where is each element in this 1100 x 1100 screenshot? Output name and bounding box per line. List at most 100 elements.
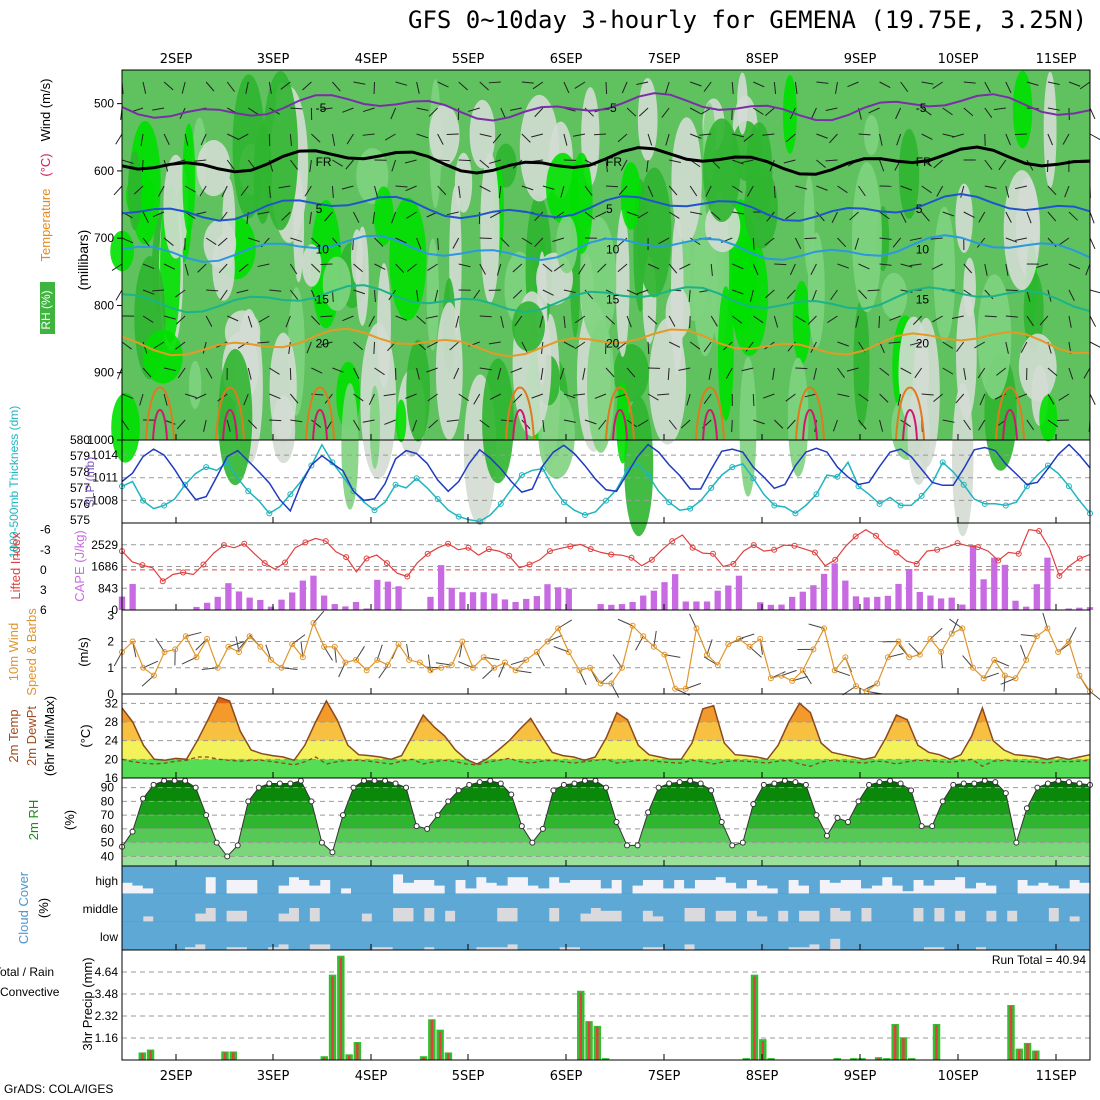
wind-barb	[331, 185, 334, 199]
precip-convective-bar	[149, 1050, 152, 1060]
temp-axis-label-a: 2m Temp	[6, 709, 21, 762]
wind-barb	[690, 211, 703, 215]
cloud-bar	[736, 894, 748, 922]
thickness-point	[939, 459, 946, 466]
wind-barb	[598, 419, 607, 430]
day-label-bottom: 9SEP	[844, 1069, 877, 1084]
rh-point	[1023, 805, 1030, 812]
wind-barb	[895, 107, 902, 120]
rh-point	[823, 832, 830, 839]
wind-speed-point	[874, 680, 881, 687]
wind-barb	[206, 289, 219, 292]
cloud-bar	[881, 894, 893, 922]
cloud-bar	[122, 866, 133, 883]
rh-2m-axis-label: 2m RH	[26, 800, 41, 840]
precip-convective-bar	[1034, 1051, 1038, 1060]
rh-point	[1002, 790, 1009, 797]
rh-point	[666, 780, 673, 787]
isotherm-loop	[215, 386, 245, 441]
isotherm-loop-inner	[1002, 409, 1018, 441]
cloud-bar	[236, 894, 248, 911]
cape-bar	[352, 602, 360, 610]
cape-bar	[991, 557, 998, 610]
wind-barb	[289, 159, 299, 170]
wind-barb	[668, 211, 680, 219]
wind-barb	[617, 263, 628, 273]
cloud-bar	[569, 922, 581, 948]
rh-patch	[512, 301, 546, 352]
wind-barb	[976, 237, 986, 248]
wind-barb	[238, 263, 249, 273]
isotherm-label: 10	[916, 242, 930, 256]
wind-barb	[455, 315, 460, 328]
wind-barb	[626, 107, 637, 117]
cloud-bar	[913, 866, 924, 880]
cloud-bar	[611, 894, 623, 911]
wind-barb	[647, 185, 654, 198]
rh-patch	[881, 272, 908, 320]
wind-axis-label-a: 10m Wind	[6, 623, 21, 682]
precip-convective-bar	[596, 1026, 599, 1060]
wind-speed-point	[427, 667, 434, 674]
cloud-bar	[486, 922, 498, 948]
cloud-bar	[673, 866, 685, 880]
wind-speed-point	[544, 638, 551, 645]
rh-patch	[782, 74, 797, 154]
cape-bar	[289, 592, 296, 610]
wind-barb	[858, 393, 869, 402]
cloud-bar	[205, 894, 217, 908]
cloud-bar	[278, 922, 290, 945]
cloud-bar	[226, 894, 237, 911]
wind-barb	[804, 393, 817, 398]
day-label-bottom: 5SEP	[452, 1069, 485, 1084]
cloud-bar	[944, 894, 956, 922]
cloud-bar	[184, 894, 196, 922]
rh-point	[718, 819, 725, 825]
wind-barb	[374, 289, 376, 303]
rh-point	[581, 777, 588, 784]
cloud-bar	[590, 894, 602, 908]
wind-barb	[563, 133, 568, 146]
thickness-point	[413, 475, 420, 482]
cape-bar	[437, 565, 445, 610]
cloud-bar	[382, 866, 394, 894]
panel-frame	[121, 609, 1091, 695]
precip-convective-bar	[339, 957, 343, 1060]
wind-barb	[257, 211, 270, 215]
cape-bar	[225, 583, 232, 610]
wind-barb	[534, 107, 544, 118]
wind-barb	[731, 81, 734, 95]
cloud-bar	[579, 894, 591, 914]
cloud-bar	[226, 866, 237, 880]
cloud-bar	[756, 894, 768, 917]
wind-barb	[1068, 367, 1074, 380]
lifted-index-point	[730, 560, 737, 567]
precip-convective-bar	[1026, 1043, 1029, 1060]
wind-barb	[647, 341, 650, 355]
lifted-index-point	[302, 539, 309, 546]
wind-barb	[996, 367, 1007, 376]
cloud-bar	[1027, 922, 1039, 950]
isotherm-line	[121, 234, 1091, 263]
wind-barb	[521, 133, 531, 143]
cape-bar	[395, 586, 402, 610]
wind-barb	[1062, 133, 1070, 145]
wind-barb	[437, 185, 447, 196]
cloud-bar	[1048, 894, 1060, 908]
precip-tick-label: 1.16	[95, 1031, 119, 1045]
wind-barb	[121, 341, 132, 350]
rh-patch	[426, 238, 439, 351]
day-label-top: 7SEP	[648, 52, 681, 67]
wind-barb	[175, 341, 186, 350]
wind-barb	[979, 393, 986, 406]
wind-speed-point	[916, 651, 923, 658]
wind-barb	[320, 341, 333, 346]
wind-barb	[1083, 367, 1091, 379]
wind-barb	[1026, 315, 1034, 327]
day-label-bottom: 7SEP	[648, 1069, 681, 1084]
wind-barb	[752, 263, 759, 276]
cape-bar	[831, 563, 838, 610]
wind-barb	[731, 185, 743, 193]
isotherm-loop	[995, 386, 1025, 441]
wind-barb	[749, 289, 754, 302]
